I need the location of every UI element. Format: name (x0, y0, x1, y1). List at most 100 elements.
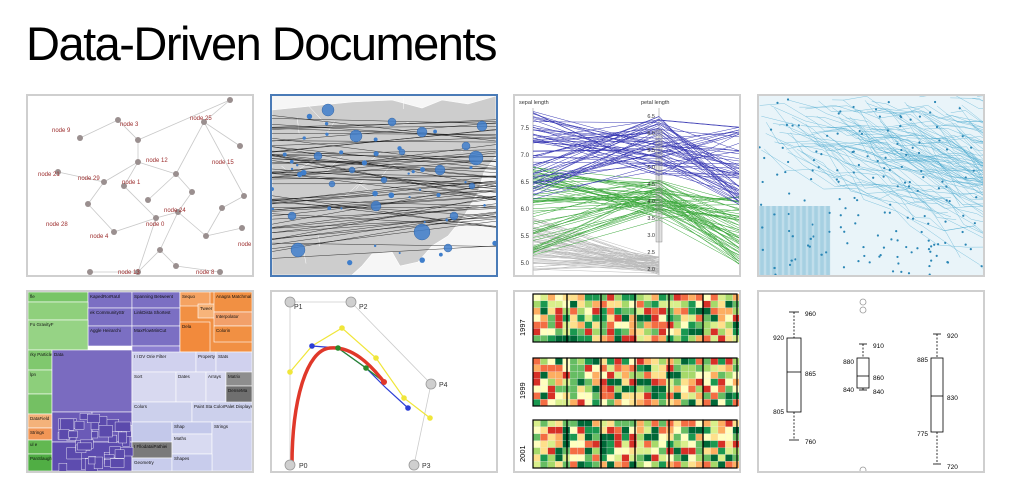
day-cell (644, 386, 651, 393)
day-cell (637, 358, 644, 365)
day-cell (585, 455, 592, 462)
day-cell (637, 393, 644, 400)
day-cell (563, 301, 570, 308)
day-cell (688, 427, 695, 434)
parallel-coordinates-thumbnail[interactable]: sepal length petal length 7.5 7.0 6.5 6.0 5.… (513, 94, 741, 277)
day-cell (607, 461, 614, 468)
data-point (919, 116, 921, 118)
data-point (924, 215, 926, 217)
day-cell (548, 434, 555, 441)
day-cell (563, 308, 570, 315)
day-cell (548, 335, 555, 342)
data-point (918, 152, 920, 154)
data-point (941, 181, 943, 183)
blue-point (309, 343, 315, 349)
day-cell (540, 441, 547, 448)
day-cell (659, 315, 666, 322)
day-cell (718, 308, 725, 315)
day-cell (555, 358, 562, 365)
day-cell (733, 358, 739, 365)
day-cell (644, 448, 651, 455)
petal-tick-label: 2.5 (647, 250, 655, 256)
day-cell (703, 315, 710, 322)
day-cell (555, 315, 562, 322)
treemap-cell (28, 292, 88, 302)
year-label-1999: 1999 (518, 382, 527, 399)
data-point (905, 246, 907, 248)
day-cell (703, 461, 710, 468)
treemap-cell (92, 432, 98, 438)
day-cell (592, 301, 599, 308)
petal-tick-label: 5.0 (647, 165, 655, 171)
data-point (788, 192, 790, 194)
day-cell (696, 420, 703, 427)
node-label: node 0 (146, 222, 165, 228)
day-cell (703, 427, 710, 434)
day-cell (688, 358, 695, 365)
data-point (896, 143, 898, 145)
day-cell (607, 301, 614, 308)
day-cell (548, 365, 555, 372)
day-cell (555, 301, 562, 308)
day-cell (622, 379, 629, 386)
day-cell (563, 461, 570, 468)
bezier-curve-thumbnail[interactable]: P1 P2 P0 P3 P4 (270, 290, 498, 473)
city-circle (303, 136, 306, 139)
graph-node (219, 205, 225, 211)
treemap-cell-label: Paint Sta ColorPalet Displays (194, 404, 252, 409)
box-plot-thumbnail[interactable]: 960 920 865 805 760 910 880 860 840 840 920 885 830 7… (757, 290, 985, 473)
day-cell (540, 365, 547, 372)
day-cell (711, 393, 718, 400)
day-cell (696, 386, 703, 393)
petal-tick-label: 3.0 (647, 233, 655, 239)
data-point (965, 244, 967, 246)
day-cell (533, 372, 540, 379)
data-point (877, 160, 879, 162)
day-cell (725, 308, 732, 315)
day-cell (674, 461, 681, 468)
day-cell (614, 393, 621, 400)
day-cell (607, 358, 614, 365)
day-cell (563, 329, 570, 336)
data-point (938, 139, 940, 141)
day-cell (696, 372, 703, 379)
day-cell (570, 308, 577, 315)
dense-lines-thumbnail[interactable] (757, 94, 985, 277)
treemap-cell (60, 419, 73, 430)
day-cell (607, 393, 614, 400)
graph-link (204, 122, 244, 196)
day-cell (651, 379, 658, 386)
day-cell (681, 434, 688, 441)
day-cell (674, 427, 681, 434)
day-cell (733, 393, 739, 400)
force-directed-graph-thumbnail[interactable]: node 9 node 3 node 25 node 12 node 15 node 21… (26, 94, 254, 277)
city-circle (424, 221, 426, 223)
day-cell (637, 455, 644, 462)
treemap-cell (212, 422, 252, 471)
city-circle (450, 212, 458, 220)
day-cell (711, 427, 718, 434)
day-cell (570, 301, 577, 308)
data-point (936, 126, 938, 128)
day-cell (585, 329, 592, 336)
day-cell (607, 434, 614, 441)
treemap-cell-label: Data (54, 352, 64, 357)
box-label-median: 830 (947, 395, 958, 402)
data-point (929, 251, 931, 253)
day-cell (733, 372, 739, 379)
treemap-cell-label: Shapes (174, 456, 190, 461)
graph-node (173, 171, 179, 177)
map-flows-thumbnail[interactable] (270, 94, 498, 277)
day-cell (533, 399, 540, 406)
city-circle (414, 224, 430, 240)
data-point (927, 223, 929, 225)
day-cell (659, 434, 666, 441)
treemap-thumbnail[interactable]: fle KapedRorRaUl Spanning Betweent ek Commu… (26, 290, 254, 473)
day-cell (659, 335, 666, 342)
day-cell (622, 335, 629, 342)
graph-link (88, 204, 114, 232)
calendar-heatmap-thumbnail[interactable]: 1997 1999 2001 (513, 290, 741, 473)
day-cell (548, 379, 555, 386)
day-cell (570, 448, 577, 455)
data-point (928, 240, 930, 242)
